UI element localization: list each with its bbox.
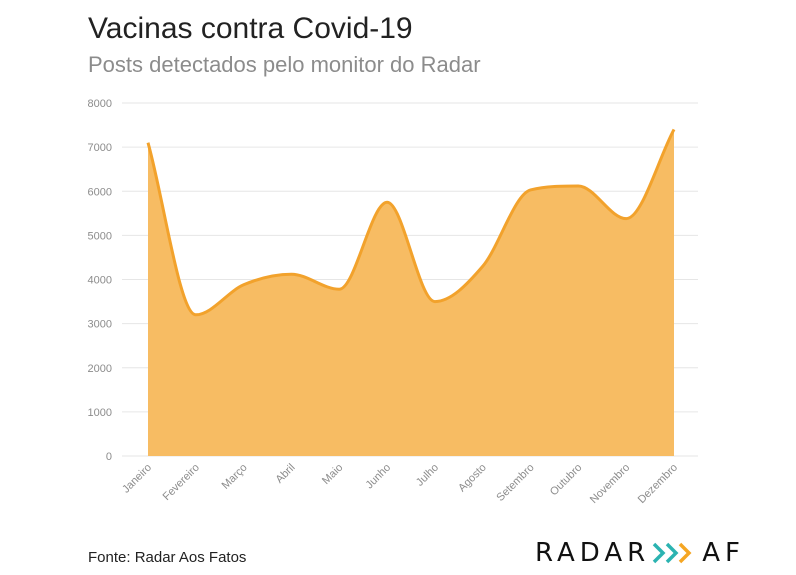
x-tick-label: Maio: [320, 462, 345, 487]
y-tick-label: 1000: [88, 407, 112, 419]
x-tick-label: Novembro: [588, 462, 632, 506]
logo-text-left: RADAR: [535, 538, 651, 568]
x-tick-label: Janeiro: [120, 462, 154, 496]
y-tick-label: 6000: [88, 186, 112, 198]
x-tick-label: Outubro: [548, 462, 585, 499]
y-tick-label: 4000: [88, 275, 112, 287]
y-tick-label: 2000: [88, 363, 112, 375]
logo-chevron-2: [665, 542, 679, 564]
logo-chevrons-icon: [652, 542, 692, 564]
y-tick-label: 7000: [88, 142, 112, 154]
logo-chevron-1: [652, 542, 666, 564]
chart-subtitle: Posts detectados pelo monitor do Radar: [88, 52, 481, 77]
y-tick-label: 0: [106, 451, 112, 463]
area-chart: 0 1000 2000 3000 4000 5000 6000 7000 8000 Janeir…: [88, 98, 698, 506]
chart-title: Vacinas contra Covid-19: [88, 12, 413, 45]
y-tick-label: 8000: [88, 98, 112, 110]
x-axis-ticks: Janeiro Fevereiro Março Abril Maio Junho Julho…: [120, 462, 680, 506]
radar-logo: RADAR AF: [535, 538, 745, 568]
x-tick-label: Julho: [414, 462, 441, 489]
y-tick-label: 5000: [88, 230, 112, 242]
x-tick-label: Junho: [364, 462, 394, 492]
y-tick-label: 3000: [88, 319, 112, 331]
series-line: [146, 128, 676, 317]
x-tick-label: Abril: [274, 462, 298, 486]
x-tick-label: Dezembro: [636, 462, 680, 506]
x-tick-label: Março: [220, 462, 250, 492]
y-axis-ticks: 0 1000 2000 3000 4000 5000 6000 7000 8000: [88, 98, 112, 463]
logo-chevron-3: [678, 542, 692, 564]
source-note: Fonte: Radar Aos Fatos: [88, 549, 247, 566]
series-area: [148, 129, 674, 456]
x-tick-label: Setembro: [494, 462, 536, 504]
x-tick-label: Fevereiro: [161, 462, 202, 503]
x-tick-label: Agosto: [456, 462, 489, 495]
logo-text-right: AF: [702, 538, 745, 568]
